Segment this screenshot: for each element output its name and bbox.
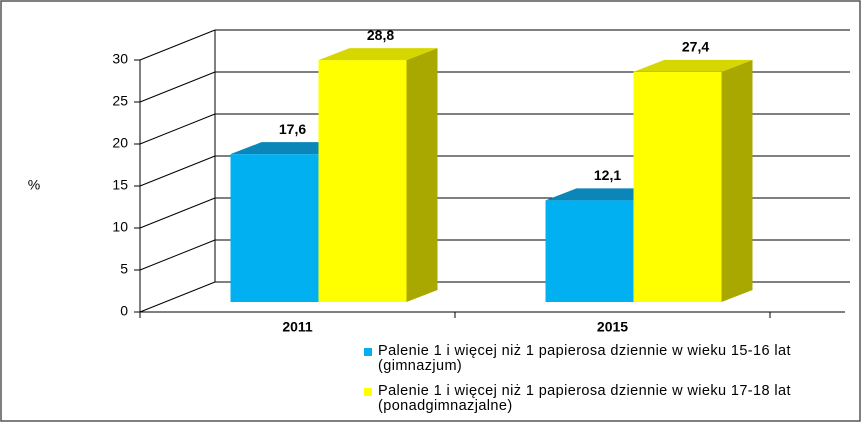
bar-top (318, 48, 438, 61)
y-tick-label: 20 (112, 135, 128, 151)
y-axis-label: % (28, 177, 40, 193)
bar (545, 200, 634, 302)
x-tick-label: 2011 (282, 319, 313, 335)
legend-item: Palenie 1 i więcej niż 1 papierosa dzien… (364, 344, 844, 374)
data-label: 12,1 (594, 167, 621, 183)
grid-line (139, 29, 216, 61)
bar-side (721, 59, 753, 303)
data-label: 17,6 (279, 121, 306, 137)
bar-side (406, 48, 438, 302)
grid-line (139, 281, 216, 313)
legend-swatch (364, 388, 372, 396)
data-label: 28,8 (367, 27, 394, 43)
grid-line (139, 113, 216, 145)
y-tick-label: 15 (112, 177, 128, 193)
bar (318, 60, 407, 302)
legend-label: Palenie 1 i więcej niż 1 papierosa dzien… (378, 383, 791, 414)
legend-swatch (364, 348, 372, 356)
grid-line (139, 71, 216, 103)
data-label: 27,4 (682, 39, 709, 55)
bar-top (633, 59, 753, 72)
y-tick-label: 30 (112, 51, 128, 67)
x-tick-label: 2015 (597, 319, 628, 335)
bar (230, 154, 319, 302)
grid-line (139, 239, 216, 271)
bar (633, 71, 722, 302)
legend-label: Palenie 1 i więcej niż 1 papierosa dzien… (378, 343, 791, 374)
y-tick-label: 5 (120, 261, 128, 277)
y-tick-label: 25 (112, 93, 128, 109)
legend: Palenie 1 i więcej niż 1 papierosa dzien… (364, 344, 844, 423)
grid-line (139, 197, 216, 229)
legend-item: Palenie 1 i więcej niż 1 papierosa dzien… (364, 384, 844, 414)
y-tick-label: 0 (120, 303, 128, 319)
y-tick-label: 10 (112, 219, 128, 235)
grid-line (139, 155, 216, 187)
